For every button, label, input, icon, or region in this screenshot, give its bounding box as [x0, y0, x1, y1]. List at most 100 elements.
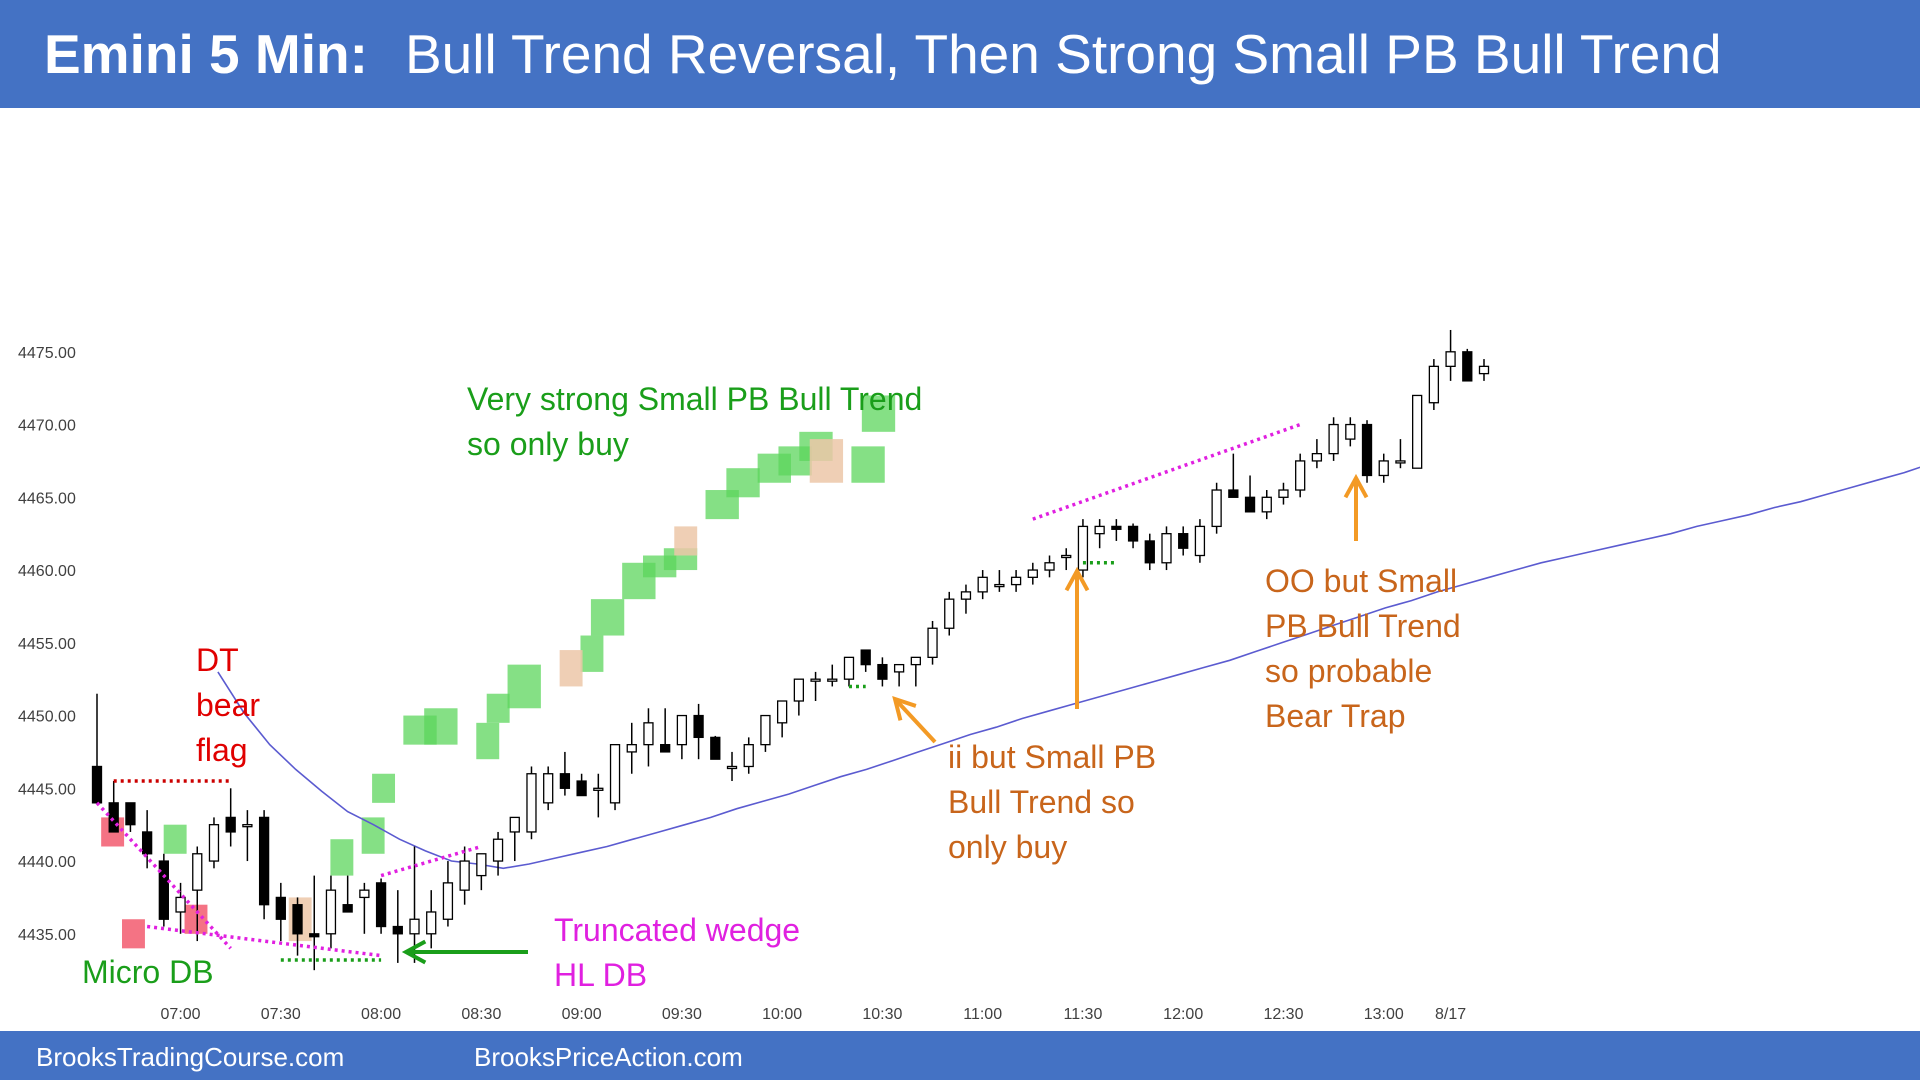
x-tick-label: 11:00 — [963, 1006, 1002, 1023]
magenta-dotted-line — [146, 924, 382, 958]
y-tick-label: 4465.00 — [18, 490, 76, 507]
candle-49 — [910, 656, 921, 687]
bear-candle-body — [710, 736, 721, 760]
candle-52 — [960, 584, 972, 614]
x-tick-label: 11:30 — [1064, 1006, 1103, 1023]
candle-51 — [944, 591, 955, 636]
candle-27 — [543, 766, 554, 811]
candle-80 — [1428, 359, 1440, 410]
bull-candle-body — [910, 656, 921, 666]
candle-48 — [893, 663, 905, 687]
candle-19 — [409, 846, 420, 963]
bear-candle-body — [91, 765, 103, 804]
candle-17 — [375, 878, 387, 934]
tan-highlight-box — [809, 439, 844, 483]
candle-45 — [843, 656, 855, 687]
bull-candle-body — [760, 714, 771, 746]
footer-link-left[interactable]: BrooksTradingCourse.com — [36, 1042, 345, 1072]
candle-25 — [509, 816, 520, 862]
footer-link-right[interactable]: BrooksPriceAction.com — [474, 1042, 743, 1072]
x-tick-label: 07:30 — [261, 1006, 301, 1023]
candle-39 — [743, 737, 754, 774]
candle-66 — [1194, 519, 1206, 563]
bull-candle-body — [1345, 423, 1356, 440]
green-highlight-box — [424, 708, 458, 745]
x-tick-label: 07:00 — [161, 1006, 201, 1023]
y-tick-label: 4450.00 — [18, 709, 76, 726]
bear-candle-body — [108, 802, 119, 833]
bear-candle-body — [275, 896, 286, 920]
annotation-truncated-wedge: Truncated wedge HL DB — [554, 912, 801, 993]
x-tick-label: 10:00 — [762, 1006, 802, 1023]
candle-53 — [977, 570, 988, 600]
bear-candle-body — [1244, 496, 1256, 513]
candle-41 — [776, 700, 788, 738]
green-highlight-box — [330, 839, 354, 876]
candle-30 — [593, 773, 604, 818]
bull-candle-body — [476, 853, 487, 877]
y-tick-label: 4445.00 — [18, 781, 76, 798]
bull-candle-body — [1261, 496, 1272, 513]
bull-candle-body — [325, 889, 337, 935]
bear-candle-body — [141, 831, 153, 855]
candle-43 — [810, 671, 821, 701]
bear-candle-body — [877, 663, 888, 680]
bull-candle-body — [426, 911, 437, 935]
arrow-head — [1343, 473, 1369, 499]
y-tick-label: 4460.00 — [18, 563, 76, 580]
candle-7 — [208, 817, 220, 869]
bear-candle-body — [860, 649, 871, 666]
candle-14 — [325, 875, 337, 949]
bull-candle-body — [175, 896, 186, 913]
candle-9 — [242, 810, 253, 862]
candle-71 — [1278, 482, 1289, 505]
green-highlight-box — [361, 817, 385, 854]
arrow-shaft — [893, 697, 937, 744]
candle-83 — [1478, 359, 1490, 381]
candle-2 — [125, 802, 136, 832]
candle-0 — [91, 693, 103, 804]
bull-candle-body — [1094, 525, 1105, 535]
bull-candle-body — [459, 860, 470, 891]
x-tick-label: 10:30 — [862, 1006, 902, 1023]
candle-74 — [1328, 417, 1339, 461]
candle-3 — [141, 810, 153, 869]
bull-candle-body — [1328, 423, 1339, 455]
x-tick-label: 09:00 — [562, 1006, 602, 1023]
arrow-head — [401, 939, 427, 965]
footer-bar — [0, 1031, 1920, 1080]
x-tick-label: 09:30 — [662, 1006, 702, 1023]
y-tick-label: 4475.00 — [18, 345, 76, 362]
candle-18 — [392, 890, 403, 963]
magenta-dotted-line — [95, 801, 232, 950]
bull-candle-body — [626, 744, 637, 753]
bull-candle-body — [359, 889, 370, 899]
bull-candle-body — [409, 918, 420, 935]
tan-highlight-box — [674, 526, 698, 556]
candle-44 — [827, 664, 838, 687]
bear-candle-body — [1127, 525, 1139, 542]
candle-73 — [1311, 439, 1323, 469]
tan-highlight-box — [559, 650, 583, 687]
candle-12 — [292, 897, 303, 956]
candle-70 — [1261, 490, 1272, 520]
orange-arrow-oo — [1343, 473, 1369, 541]
bull-candle-body — [1044, 562, 1055, 571]
green-highlight-box — [476, 722, 500, 760]
candle-81 — [1445, 329, 1456, 381]
green-highlight-box — [590, 599, 625, 636]
bull-candle-body — [526, 773, 537, 833]
green-highlight-box — [580, 635, 604, 672]
candle-46 — [860, 649, 871, 672]
candle-36 — [693, 703, 704, 760]
bull-candle-body — [1378, 460, 1389, 477]
candle-32 — [626, 722, 637, 774]
candle-63 — [1144, 533, 1155, 571]
candle-4 — [158, 853, 169, 927]
candle-54 — [994, 570, 1005, 592]
green-highlight-box — [726, 468, 760, 498]
bear-candle-body — [125, 802, 136, 826]
bull-candle-body — [827, 678, 838, 682]
candle-22 — [459, 846, 470, 905]
